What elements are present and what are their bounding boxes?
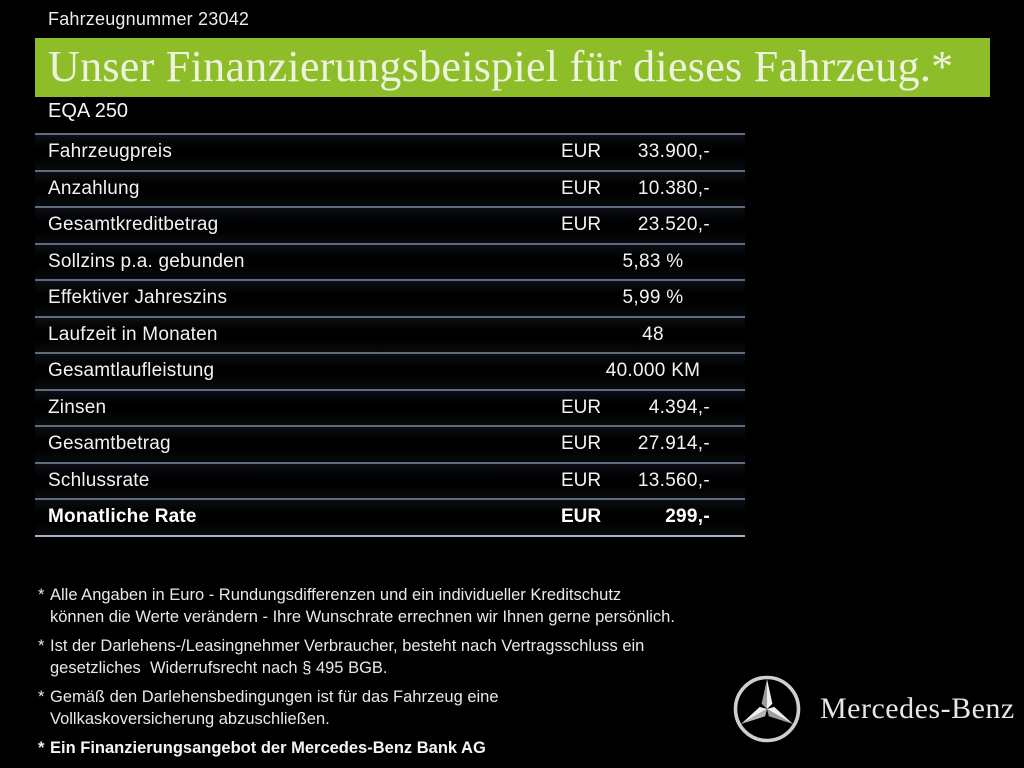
row-currency: EUR [561, 214, 602, 236]
row-value: 27.914,- [637, 433, 710, 455]
banner-title: Unser Finanzierungsbeispiel für dieses F… [48, 42, 954, 91]
footnote: * Ist der Darlehens-/Leasingnehmer Verbr… [38, 635, 738, 679]
table-row: Gesamtlaufleistung 40.000 KM [35, 352, 745, 389]
row-value: 5,99 % [622, 287, 684, 309]
row-amount: 48 [555, 324, 745, 346]
footnote-marker: * [38, 688, 45, 706]
row-currency: EUR [561, 469, 602, 491]
vehicle-number: Fahrzeugnummer 23042 [48, 9, 250, 29]
table-row: Anzahlung EUR 10.380,- [35, 169, 745, 206]
row-amount: 5,99 % [555, 287, 745, 309]
footnote-text: Alle Angaben in Euro - Rundungsdifferenz… [50, 586, 675, 626]
brand-area: Mercedes-Benz [728, 670, 1015, 748]
mercedes-benz-wordmark: Mercedes-Benz [820, 692, 1015, 725]
row-amount: EUR 33.900,- [555, 141, 745, 163]
table-row: Effektiver Jahreszins 5,99 % [35, 279, 745, 316]
row-label: Sollzins p.a. gebunden [48, 250, 245, 272]
footnote: * Alle Angaben in Euro - Rundungsdiffere… [38, 584, 738, 628]
row-label: Gesamtbetrag [48, 433, 171, 455]
row-value: 4.394,- [648, 396, 710, 418]
footnote-text: Ist der Darlehens-/Leasingnehmer Verbrau… [50, 637, 645, 677]
footnote: * Gemäß den Darlehensbedingungen ist für… [38, 686, 738, 730]
row-value: 40.000 KM [605, 360, 701, 382]
row-label: Laufzeit in Monaten [48, 323, 218, 345]
table-row: Schlussrate EUR 13.560,- [35, 461, 745, 498]
row-amount: EUR 4.394,- [555, 397, 745, 419]
row-value: 33.900,- [637, 141, 710, 163]
row-currency: EUR [561, 506, 602, 528]
footnote-text: Gemäß den Darlehensbedingungen ist für d… [50, 688, 499, 728]
row-label: Zinsen [48, 396, 107, 418]
title-banner: Unser Finanzierungsbeispiel für dieses F… [35, 38, 990, 97]
row-currency: EUR [561, 396, 602, 418]
mercedes-star-icon [733, 675, 801, 743]
footnote-marker: * [38, 637, 45, 655]
row-amount: 5,83 % [555, 251, 745, 273]
row-value: 299,- [665, 506, 710, 528]
model-name: EQA 250 [48, 100, 129, 122]
table-row: Gesamtkreditbetrag EUR 23.520,- [35, 206, 745, 243]
footnote-text: Ein Finanzierungsangebot der Mercedes-Be… [50, 739, 486, 757]
row-label: Fahrzeugpreis [48, 141, 173, 163]
row-label: Anzahlung [48, 177, 140, 199]
footnote-marker: * [38, 739, 45, 757]
row-currency: EUR [561, 141, 602, 163]
row-value: 48 [642, 323, 664, 345]
row-label: Gesamtlaufleistung [48, 360, 215, 382]
footnotes: * Alle Angaben in Euro - Rundungsdiffere… [38, 584, 738, 766]
row-label: Schlussrate [48, 469, 150, 491]
row-label: Monatliche Rate [48, 506, 197, 528]
table-row: Monatliche Rate EUR 299,- [35, 498, 745, 535]
row-value: 10.380,- [637, 177, 710, 199]
row-amount: EUR 27.914,- [555, 433, 745, 455]
table-row: Zinsen EUR 4.394,- [35, 388, 745, 425]
row-value: 5,83 % [622, 250, 684, 272]
row-amount: EUR 13.560,- [555, 470, 745, 492]
row-value: 23.520,- [637, 214, 710, 236]
table-row: Sollzins p.a. gebunden 5,83 % [35, 242, 745, 279]
footnote-marker: * [38, 586, 45, 604]
finance-table: Fahrzeugpreis EUR 33.900,- Anzahlung EUR… [35, 133, 745, 537]
footnote: * Ein Finanzierungsangebot der Mercedes-… [38, 737, 738, 759]
row-amount: EUR 299,- [555, 506, 745, 528]
row-currency: EUR [561, 177, 602, 199]
row-label: Gesamtkreditbetrag [48, 214, 219, 236]
row-label: Effektiver Jahreszins [48, 287, 228, 309]
row-currency: EUR [561, 433, 602, 455]
row-amount: 40.000 KM [555, 360, 745, 382]
table-row: Gesamtbetrag EUR 27.914,- [35, 425, 745, 462]
row-amount: EUR 23.520,- [555, 214, 745, 236]
row-amount: EUR 10.380,- [555, 178, 745, 200]
table-row: Fahrzeugpreis EUR 33.900,- [35, 133, 745, 170]
row-value: 13.560,- [637, 469, 710, 491]
table-row: Laufzeit in Monaten 48 [35, 315, 745, 352]
